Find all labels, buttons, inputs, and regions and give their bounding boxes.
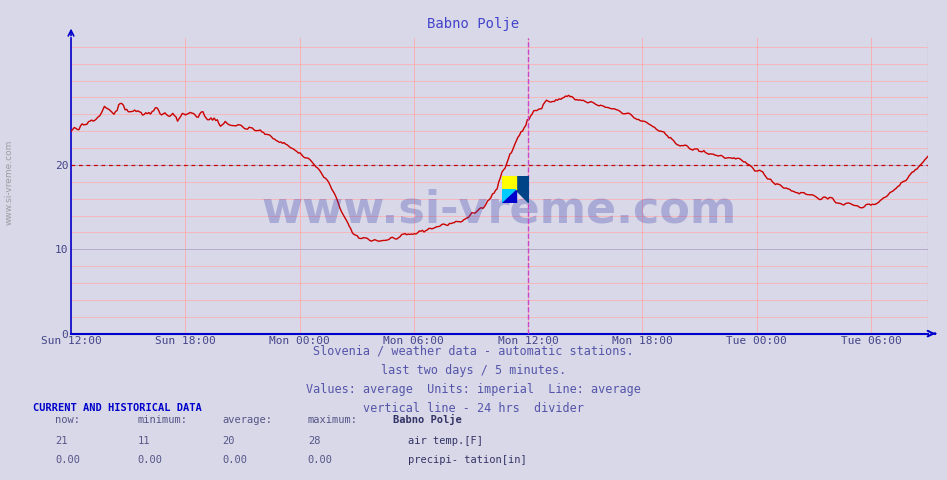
Text: air temp.[F]: air temp.[F] [408,435,483,445]
Text: www.si-vreme.com: www.si-vreme.com [5,140,14,225]
Text: 0.00: 0.00 [55,455,80,465]
Polygon shape [503,190,516,203]
Text: minimum:: minimum: [137,415,188,425]
Bar [503,177,516,190]
Text: Babno Polje: Babno Polje [393,414,462,425]
Text: 20: 20 [223,435,235,445]
Text: CURRENT AND HISTORICAL DATA: CURRENT AND HISTORICAL DATA [33,403,202,413]
Text: www.si-vreme.com: www.si-vreme.com [262,188,737,231]
Text: Slovenia / weather data - automatic stations.: Slovenia / weather data - automatic stat… [313,345,634,358]
Text: 28: 28 [308,435,320,445]
Polygon shape [516,177,529,203]
Text: last two days / 5 minutes.: last two days / 5 minutes. [381,364,566,377]
Text: 0.00: 0.00 [137,455,162,465]
Text: Babno Polje: Babno Polje [427,17,520,31]
Text: precipi- tation[in]: precipi- tation[in] [408,455,527,465]
Text: 0.00: 0.00 [223,455,247,465]
Text: 11: 11 [137,435,150,445]
Text: now:: now: [55,415,80,425]
Text: Values: average  Units: imperial  Line: average: Values: average Units: imperial Line: av… [306,383,641,396]
Text: vertical line - 24 hrs  divider: vertical line - 24 hrs divider [363,402,584,415]
Text: 0.00: 0.00 [308,455,332,465]
Text: average:: average: [223,415,273,425]
Text: maximum:: maximum: [308,415,358,425]
Text: 21: 21 [55,435,67,445]
Polygon shape [503,190,516,203]
